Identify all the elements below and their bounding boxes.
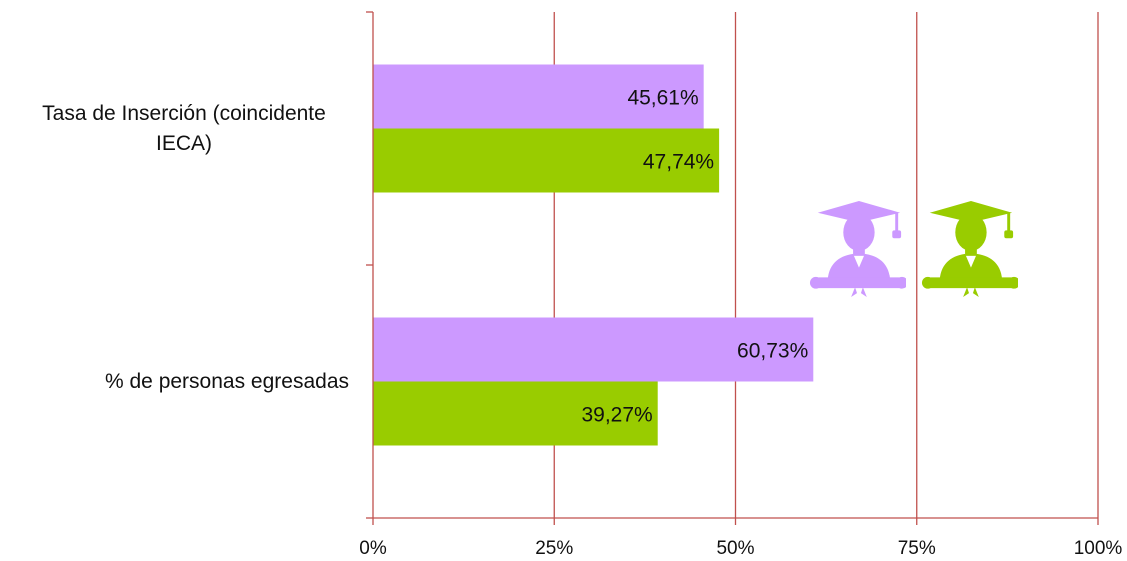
x-tick-label: 0% (359, 538, 387, 559)
bar (373, 381, 658, 446)
bar (373, 317, 814, 382)
data-label: 47,74% (643, 151, 714, 174)
data-labels: 45,61% 47,74% 60,73% 39,27% (581, 87, 808, 427)
bar (373, 64, 704, 129)
category-label: Tasa de Inserción (coincidente IECA) (42, 101, 326, 155)
x-tick-label: 75% (898, 538, 936, 559)
legend-icons (809, 200, 1018, 297)
data-label: 39,27% (581, 404, 652, 427)
x-tick-label: 25% (535, 538, 573, 559)
female-graduate-icon (809, 200, 906, 297)
data-label: 60,73% (737, 340, 808, 363)
data-label: 45,61% (627, 87, 698, 110)
category-label: % de personas egresadas (105, 369, 349, 393)
x-tick-label: 100% (1074, 538, 1123, 559)
bars (373, 64, 814, 446)
x-tick-label: 50% (716, 538, 754, 559)
male-graduate-icon (921, 200, 1018, 297)
axes (366, 11, 1099, 525)
bar (373, 128, 720, 193)
x-tick-labels: 0% 25% 50% 75% 100% (359, 538, 1122, 559)
